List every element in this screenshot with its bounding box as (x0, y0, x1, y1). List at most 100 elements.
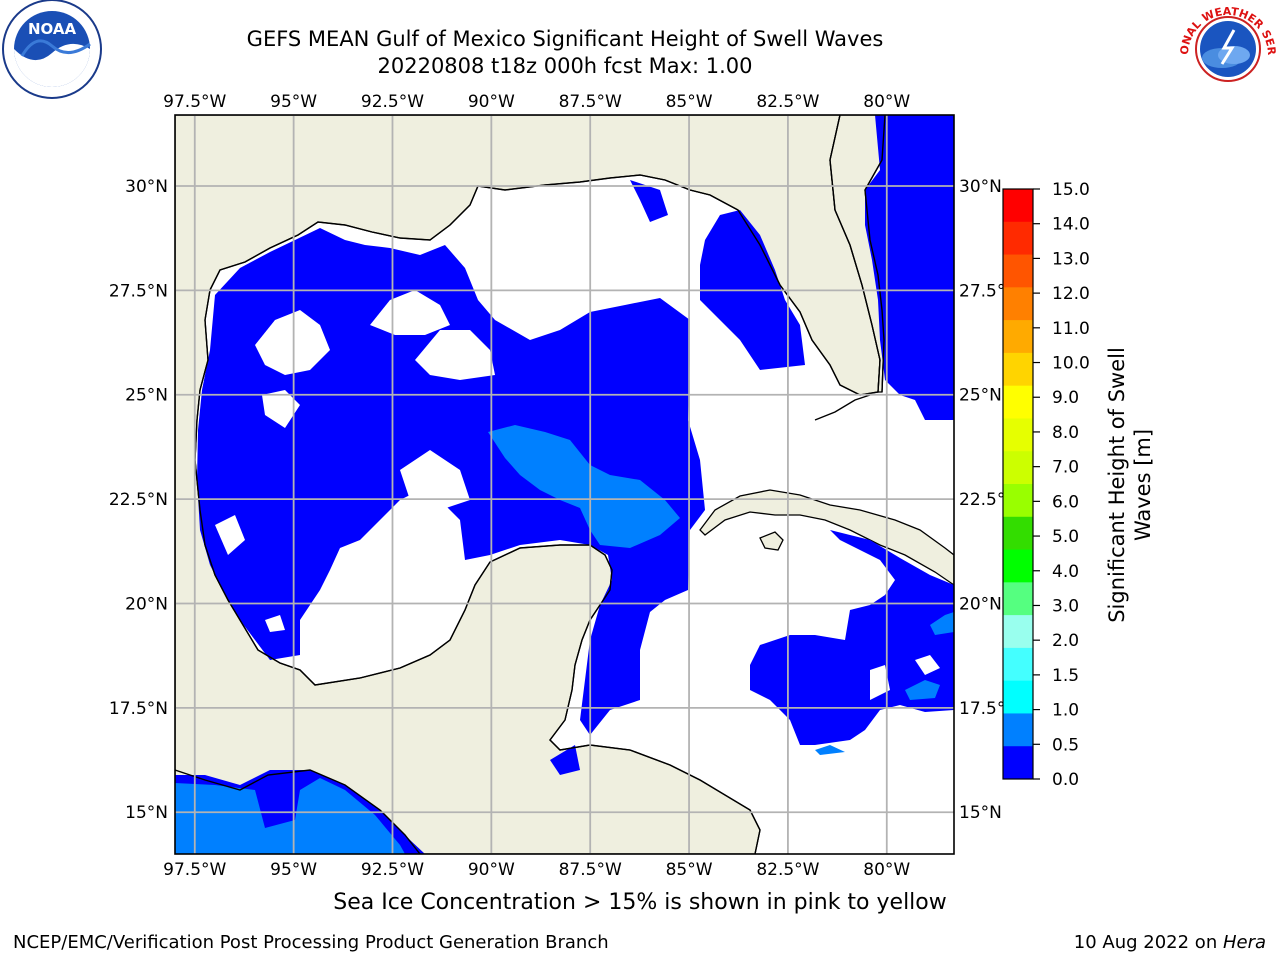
lon-label-bottom-6: 82.5°W (756, 860, 819, 880)
lat-label-left-6: 15°N (125, 803, 168, 823)
gap-6 (395, 545, 450, 615)
colorbar-tick-14: 1.5 (1052, 666, 1079, 686)
gap-5 (345, 560, 390, 600)
footer-credit: NCEP/EMC/Verification Post Processing Pr… (13, 932, 609, 953)
colorbar-label-line2: Waves [m] (1131, 429, 1155, 541)
gap-3 (415, 330, 495, 380)
colorbar-ticks: 15.0 14.0 13.0 12.0 11.0 10.0 9.0 8.0 7.0 6.0 5.0 4… (1033, 180, 1090, 790)
colorbar-tick-7: 8.0 (1052, 423, 1079, 443)
lat-label-left-1: 27.5°N (109, 281, 168, 301)
lat-label-left-0: 30°N (125, 177, 168, 197)
colorbar-segment-0 (1003, 189, 1033, 223)
colorbar-tick-2: 13.0 (1052, 249, 1090, 269)
colorbar-segment-8 (1003, 451, 1033, 485)
land-isla-juventud (759, 531, 784, 551)
footer-date: 10 Aug 2022 on Hera (1074, 932, 1266, 953)
colorbar-segment-13 (1003, 615, 1033, 649)
lat-label-right-4: 20°N (959, 594, 1002, 614)
colorbar-tick-12: 3.0 (1052, 596, 1079, 616)
lon-labels-bottom: 97.5°W 95°W 92.5°W 90°W 87.5°W 85°W 82.5°W 80°W (163, 860, 910, 880)
colorbar-frame (1002, 188, 1034, 780)
coast-keys (814, 394, 871, 421)
colorbar-tick-8: 7.0 (1052, 458, 1079, 478)
colorbar-tick-16: 0.5 (1052, 735, 1079, 755)
lon-label-top-5: 85°W (666, 92, 713, 112)
colorbar-segment-14 (1003, 647, 1033, 682)
colorbar-tick-9: 6.0 (1052, 492, 1079, 512)
colorbar-tick-4: 11.0 (1052, 319, 1090, 339)
footer-date-text: 10 Aug 2022 on (1073, 932, 1223, 953)
swell-region-gulf-small (630, 180, 668, 222)
colorbar (1003, 189, 1033, 780)
colorbar-tick-0: 15.0 (1052, 180, 1090, 200)
map-frame (174, 114, 955, 855)
colorbar-segment-12 (1003, 582, 1033, 616)
noaa-logo: NOAA (2, 0, 102, 99)
lon-label-bottom-2: 92.5°W (361, 860, 424, 880)
colorbar-segment-2 (1003, 254, 1033, 288)
colorbar-segment-16 (1003, 713, 1033, 747)
lat-label-right-2: 25°N (959, 386, 1002, 406)
footer-host: Hera (1222, 932, 1266, 953)
graticule (175, 115, 954, 854)
lon-label-top-4: 87.5°W (559, 92, 622, 112)
lat-label-left-3: 22.5°N (109, 490, 168, 510)
colorbar-tick-10: 5.0 (1052, 527, 1079, 547)
colorbar-tick-15: 1.0 (1052, 701, 1079, 721)
coast-florida-east (864, 115, 886, 393)
swell-field-gaps (215, 290, 940, 700)
lon-label-top-7: 80°W (863, 92, 910, 112)
lon-label-top-1: 95°W (270, 92, 317, 112)
swell-mid-caribbean-1 (905, 680, 940, 700)
gap-11 (870, 665, 890, 700)
lon-label-bottom-7: 80°W (863, 860, 910, 880)
lat-label-left-5: 17.5°N (109, 699, 168, 719)
lat-label-right-6: 15°N (959, 803, 1002, 823)
colorbar-segment-3 (1003, 287, 1033, 321)
nws-logo: NATIONAL WEATHER SERVICE (1176, 0, 1278, 98)
chart-title: GEFS MEAN Gulf of Mexico Significant Hei… (246, 27, 884, 51)
colorbar-tick-6: 9.0 (1052, 388, 1079, 408)
colorbar-tick-13: 2.0 (1052, 631, 1079, 651)
gap-4 (400, 450, 470, 510)
colorbar-tick-11: 4.0 (1052, 562, 1079, 582)
lon-label-bottom-3: 90°W (468, 860, 515, 880)
lat-label-left-4: 20°N (125, 594, 168, 614)
swell-mid-central-gulf (488, 425, 680, 548)
lat-label-right-0: 30°N (959, 177, 1002, 197)
colorbar-segment-5 (1003, 352, 1033, 387)
gap-10 (915, 655, 940, 675)
gap-9 (265, 615, 285, 632)
lon-label-top-2: 92.5°W (361, 92, 424, 112)
colorbar-segment-15 (1003, 680, 1033, 714)
lon-label-bottom-4: 87.5°W (559, 860, 622, 880)
lon-labels-top: 97.5°W 95°W 92.5°W 90°W 87.5°W 85°W 82.5°W 80°W (163, 92, 910, 112)
lat-labels-left: 30°N 27.5°N 25°N 22.5°N 20°N 17.5°N 15°N (109, 177, 168, 823)
colorbar-segment-6 (1003, 385, 1033, 419)
lon-label-bottom-1: 95°W (270, 860, 317, 880)
sea-ice-caption: Sea Ice Concentration > 15% is shown in … (333, 890, 947, 915)
lon-label-bottom-0: 97.5°W (163, 860, 226, 880)
colorbar-segment-10 (1003, 516, 1033, 551)
colorbar-segment-4 (1003, 320, 1033, 354)
lat-label-left-2: 25°N (125, 386, 168, 406)
gap-8 (262, 390, 300, 428)
swell-mid-pacific (175, 778, 405, 854)
colorbar-segment-11 (1003, 549, 1033, 583)
coastlines (175, 115, 886, 854)
lon-label-top-3: 90°W (468, 92, 515, 112)
colorbar-segment-17 (1003, 746, 1033, 780)
noaa-logo-text: NOAA (28, 20, 77, 38)
colorbar-segment-1 (1003, 221, 1033, 256)
land-cuba (699, 489, 954, 586)
colorbar-tick-5: 10.0 (1052, 354, 1090, 374)
coast-gulf (194, 115, 881, 854)
colorbar-tick-3: 12.0 (1052, 284, 1090, 304)
swell-field-mid (175, 425, 954, 854)
swell-mid-caribbean-2 (930, 612, 954, 635)
gap-1 (255, 310, 330, 375)
lon-label-bottom-5: 85°W (666, 860, 713, 880)
colorbar-tick-1: 14.0 (1052, 215, 1090, 235)
colorbar-segment-7 (1003, 418, 1033, 452)
